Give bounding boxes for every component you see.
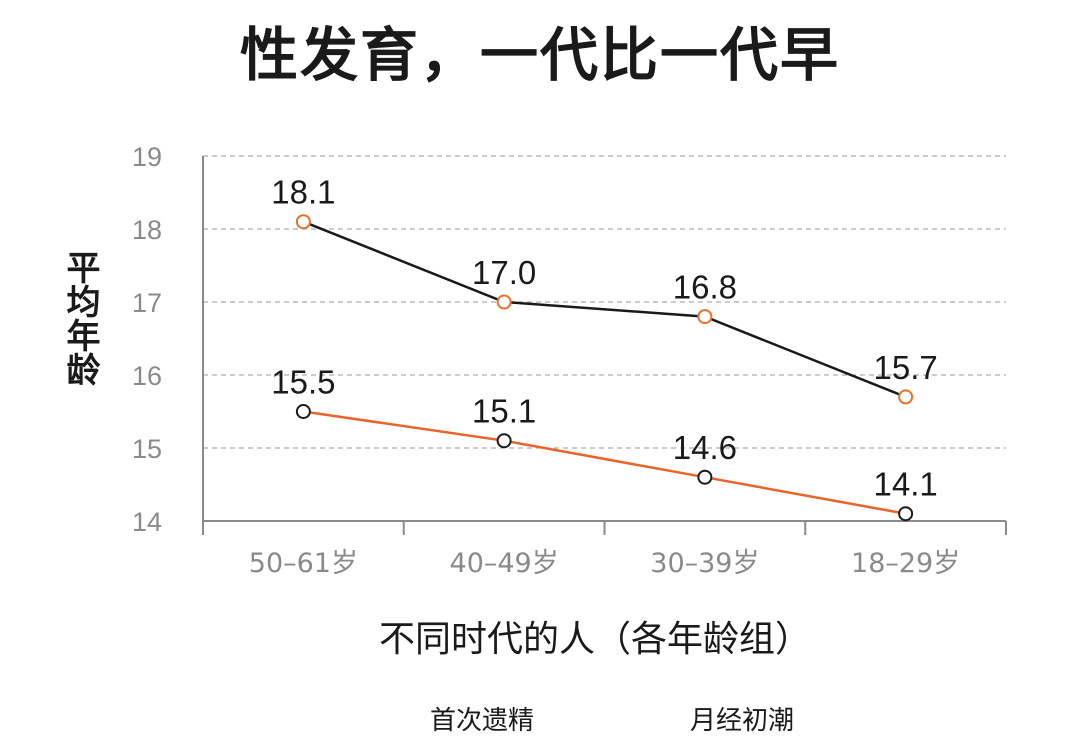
data-label: 15.5 [271,364,335,401]
data-point [496,294,512,310]
x-tick-label: 30–39岁 [650,548,759,579]
data-label: 15.7 [874,349,938,386]
data-label: 15.1 [472,393,536,430]
legend-item-series-1: 首次遗精 [430,706,535,736]
series-line-2 [303,410,906,515]
data-point [295,404,311,419]
data-point [898,389,914,405]
data-label: 17.0 [472,254,536,291]
data-label: 18.1 [271,174,335,211]
y-tick-label: 19 [132,142,162,172]
x-tick-label: 50–61岁 [249,548,358,579]
x-axis-label: 不同时代的人（各年龄组） [378,619,811,660]
series-line-1 [302,220,907,399]
y-tick-label: 15 [132,434,162,464]
data-point [898,506,914,522]
data-label: 16.8 [673,269,737,306]
data-label: 14.1 [874,466,938,503]
y-tick-label: 18 [132,215,162,245]
line-chart: 14 15 16 17 18 19 50–61岁 40–49岁 30–39岁 18–29岁 18.1… [132,142,1007,579]
y-axis-label: 平均年龄 [60,250,100,386]
x-tick-label: 40–49岁 [450,548,559,579]
y-tick-label: 16 [132,361,162,391]
x-tick-label: 18–29岁 [851,548,960,579]
data-point [697,309,713,325]
data-point [496,433,512,449]
y-tick-label: 17 [132,288,162,318]
data-point [295,214,311,230]
chart-title: 性发育，一代比一代早 [239,21,840,89]
legend-item-series-2: 月经初潮 [690,706,795,736]
y-tick-label: 14 [132,507,162,537]
data-label: 14.6 [673,429,737,466]
data-point [697,469,713,485]
legend: 首次遗精 月经初潮 [0,700,1080,736]
